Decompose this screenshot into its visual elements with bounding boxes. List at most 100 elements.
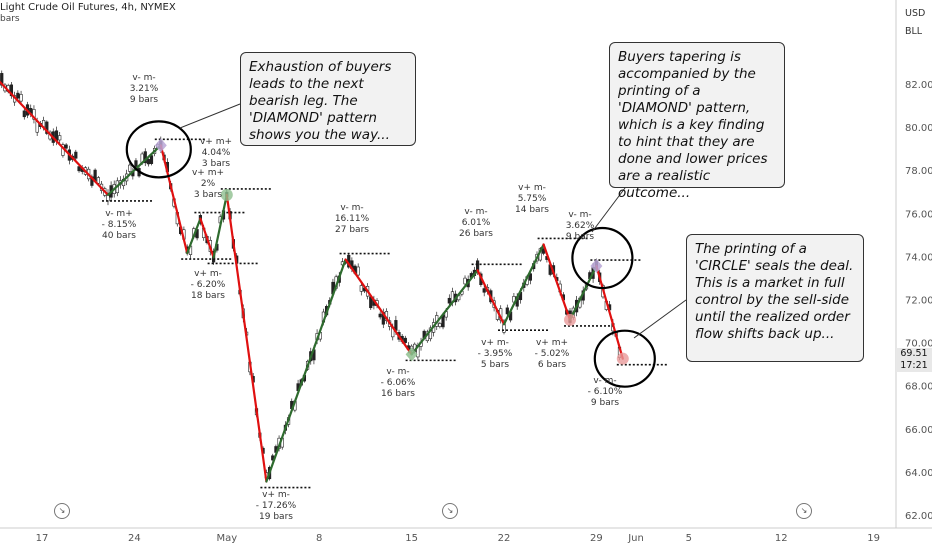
swing-label-line: v+ m+ — [192, 168, 224, 178]
swing-label: v- m-- 6.06%16 bars — [381, 367, 416, 399]
swing-label-line: 26 bars — [459, 229, 493, 239]
swing-label-line: 19 bars — [259, 512, 293, 522]
nav-arrow-icon[interactable]: ↘ — [796, 503, 812, 519]
swing-label: v+ m+4.04%3 bars — [200, 137, 232, 169]
swing-label-line: - 8.15% — [102, 220, 137, 230]
swing-label-line: 27 bars — [335, 225, 369, 235]
candle-body — [74, 151, 78, 159]
candle-body — [77, 166, 81, 172]
swing-label-line: v- m- — [593, 376, 616, 386]
time-tick-label: 15 — [405, 533, 418, 544]
swing-label-line: - 17.26% — [256, 501, 297, 511]
candle-body — [482, 288, 486, 293]
swing-label-line: v- m- — [568, 210, 591, 220]
swing-label: v- m-3.21%9 bars — [130, 73, 159, 105]
swing-label-line: 18 bars — [191, 291, 225, 301]
swing-marker — [220, 188, 233, 201]
swing-label: v+ m+- 5.02%6 bars — [535, 338, 570, 370]
chart-title: Light Crude Oil Futures, 4h, NYMEX — [0, 2, 176, 13]
swing-label: v- m-- 6.10%9 bars — [588, 376, 623, 408]
zigzag-leg — [476, 269, 506, 326]
zigzag-leg — [542, 243, 572, 321]
price-tick-label: 74.00 — [905, 252, 932, 263]
swing-label: v- m+- 8.15%40 bars — [102, 209, 137, 241]
callout-circle: The printing of a 'CIRCLE' seals the dea… — [686, 234, 864, 362]
zigzag-leg — [595, 264, 624, 360]
zigzag-leg — [212, 193, 228, 259]
swing-label-line: 9 bars — [130, 95, 159, 105]
candle-body — [45, 121, 49, 134]
callout-pointer — [179, 103, 241, 129]
nav-arrow-icon[interactable]: ↘ — [442, 503, 458, 519]
nav-arrow-icon[interactable]: ↘ — [54, 503, 70, 519]
candle-body — [463, 277, 467, 285]
swing-label: v+ m-- 3.95%5 bars — [478, 338, 513, 370]
price-tick-label: 64.00 — [905, 468, 932, 479]
swing-label: v+ m-- 17.26%19 bars — [256, 490, 297, 522]
price-axis[interactable]: 62.00 64.00 66.00 68.00 70.00 72.00 74.00 76.00… — [905, 80, 932, 522]
currency-unit[interactable]: USD — [905, 8, 926, 19]
swing-label-line: v+ m+ — [200, 137, 232, 147]
swing-label-line: v+ m- — [194, 269, 222, 279]
price-tick-label: 70.00 — [905, 339, 932, 350]
callout-diamond-1: Exhaustion of buyers leads to the next b… — [240, 52, 416, 146]
candle-body — [9, 84, 14, 97]
candle-body — [502, 320, 506, 333]
candle-body — [64, 144, 68, 149]
swing-label-line: - 6.06% — [381, 378, 416, 388]
level-lines-layer — [102, 138, 669, 489]
zigzag-leg — [265, 258, 347, 483]
swing-label-line: 6 bars — [538, 360, 567, 370]
countdown-tag: 17:21 — [896, 360, 932, 372]
circle-pattern-circle — [593, 329, 656, 388]
price-tick-label: 76.00 — [905, 209, 932, 220]
candle-body — [128, 164, 132, 172]
zigzag-leg — [159, 144, 189, 255]
swing-label: v- m-3.62%9 bars — [566, 210, 595, 242]
zigzag-leg — [568, 264, 598, 321]
chart-title-sub: bars — [0, 14, 20, 24]
last-price-tag: 69.51 — [896, 348, 932, 360]
zigzag-leg — [410, 269, 479, 356]
swing-label-line: 6.01% — [462, 218, 491, 228]
volume-unit[interactable]: BLL — [905, 26, 923, 37]
candle-body — [505, 307, 509, 315]
candle-body — [146, 159, 150, 165]
time-tick-label: 17 — [36, 533, 49, 544]
candle-body — [378, 313, 382, 318]
zigzag-leg — [225, 193, 268, 483]
candle-body — [356, 266, 360, 276]
swing-label-line: 5.75% — [518, 194, 547, 204]
zigzag-leg — [106, 144, 162, 197]
swing-label-line: - 6.20% — [191, 280, 226, 290]
swing-label-line: 3 bars — [202, 159, 231, 169]
diamond-pattern-circle — [571, 226, 634, 290]
swing-label: v- m-6.01%26 bars — [459, 207, 493, 239]
swing-marker — [564, 313, 576, 326]
time-tick-label: 19 — [867, 533, 880, 544]
candle-body — [32, 109, 36, 120]
swing-label-line: 5 bars — [481, 360, 510, 370]
diamond-pattern-circle — [125, 120, 192, 179]
swing-label: v- m-16.11%27 bars — [335, 203, 370, 235]
diamond-marker — [590, 259, 603, 274]
swing-label-line: 16 bars — [381, 389, 415, 399]
swing-label-line: 3.21% — [130, 84, 159, 94]
price-tick-label: 78.00 — [905, 166, 932, 177]
zigzag-leg — [502, 243, 545, 326]
time-axis[interactable]: 17 24 May 8 15 22 29 Jun 5 12 19 — [36, 533, 880, 544]
swing-label-line: v+ m- — [262, 490, 290, 500]
swing-marker — [616, 352, 629, 365]
callout-diamond-2: Buyers tapering is accompanied by the pr… — [609, 42, 785, 201]
zigzag-leg — [0, 80, 110, 197]
candle-body — [528, 273, 532, 281]
callout-pointers-layer — [179, 103, 687, 339]
time-tick-label: May — [216, 533, 237, 544]
time-tick-label: 5 — [686, 533, 692, 544]
callout-pointer — [591, 187, 626, 233]
pattern-circles-layer — [125, 120, 656, 388]
candle-body — [22, 110, 26, 118]
swing-label-line: v- m- — [464, 207, 487, 217]
